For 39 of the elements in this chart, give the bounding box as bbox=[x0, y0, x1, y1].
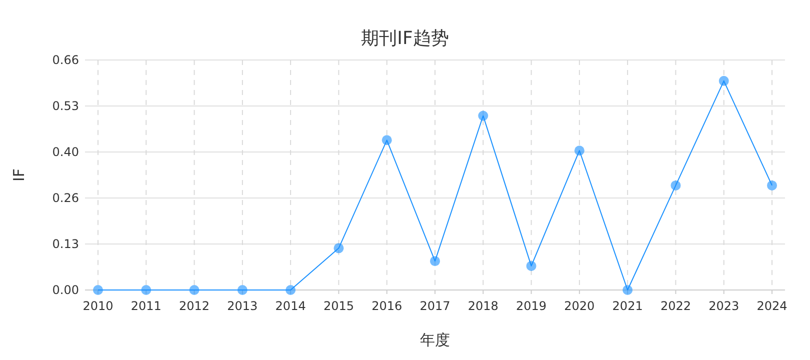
x-tick-label: 2021 bbox=[612, 299, 643, 313]
x-tick-label: 2016 bbox=[372, 299, 402, 313]
x-tick-label: 2019 bbox=[516, 299, 547, 313]
point bbox=[478, 110, 488, 121]
point bbox=[237, 285, 248, 295]
point bbox=[189, 285, 200, 295]
x-tick-label: 2013 bbox=[227, 299, 258, 313]
point bbox=[334, 243, 344, 254]
x-tick-label: 2015 bbox=[323, 299, 354, 313]
x-tick-label: 2024 bbox=[756, 299, 788, 313]
y-tick-label: 0.53 bbox=[52, 99, 79, 113]
x-tick-label: 2017 bbox=[420, 299, 450, 313]
y-tick-label: 0.13 bbox=[52, 237, 79, 251]
x-tick-label: 2022 bbox=[660, 299, 691, 313]
y-tick-label: 0.26 bbox=[52, 191, 79, 205]
point bbox=[574, 146, 584, 156]
x-tick-label: 2011 bbox=[130, 299, 162, 313]
y-tick-label: 0.66 bbox=[52, 53, 79, 67]
x-tick-label: 2023 bbox=[708, 299, 740, 313]
point bbox=[286, 285, 296, 295]
point bbox=[526, 260, 536, 271]
point bbox=[670, 180, 681, 190]
x-tick-label: 2020 bbox=[564, 299, 595, 313]
point bbox=[718, 76, 729, 86]
x-axis-title: 年度 bbox=[420, 331, 450, 349]
point bbox=[93, 285, 103, 295]
y-tick-label: 0.40 bbox=[52, 145, 79, 159]
y-axis-title: IF bbox=[10, 168, 28, 182]
chart-title: 期刊IF趋势 bbox=[361, 28, 449, 49]
point bbox=[382, 135, 392, 146]
point bbox=[430, 256, 440, 266]
x-tick-label: 2010 bbox=[82, 299, 114, 313]
point bbox=[767, 180, 777, 190]
point bbox=[141, 285, 152, 295]
point bbox=[622, 285, 633, 295]
x-tick-label: 2012 bbox=[179, 299, 210, 313]
y-tick-label: 0.00 bbox=[52, 283, 79, 297]
x-tick-label: 2014 bbox=[275, 299, 306, 313]
x-tick-label: 2018 bbox=[468, 299, 498, 313]
